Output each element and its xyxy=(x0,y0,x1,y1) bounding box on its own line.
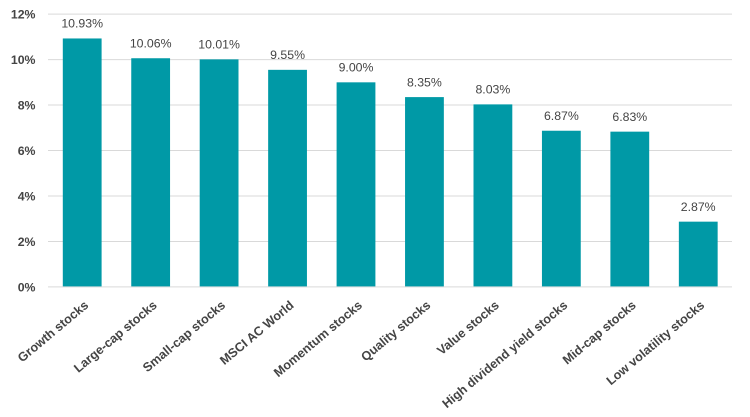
svg-text:10.93%: 10.93% xyxy=(61,17,103,31)
svg-text:10%: 10% xyxy=(11,53,36,67)
svg-text:4%: 4% xyxy=(18,190,36,204)
svg-text:8.35%: 8.35% xyxy=(407,75,442,89)
svg-text:9.55%: 9.55% xyxy=(270,48,305,62)
svg-text:2.87%: 2.87% xyxy=(681,200,716,214)
svg-text:6.83%: 6.83% xyxy=(612,110,647,124)
svg-text:10.06%: 10.06% xyxy=(130,36,172,50)
svg-text:0%: 0% xyxy=(18,280,36,294)
svg-text:12%: 12% xyxy=(11,8,36,22)
svg-text:8%: 8% xyxy=(18,99,36,113)
svg-text:10.01%: 10.01% xyxy=(198,38,240,52)
svg-text:6.87%: 6.87% xyxy=(544,109,579,123)
svg-text:9.00%: 9.00% xyxy=(339,61,374,75)
svg-text:8.03%: 8.03% xyxy=(475,83,510,97)
svg-text:2%: 2% xyxy=(18,235,36,249)
svg-text:6%: 6% xyxy=(18,144,36,158)
